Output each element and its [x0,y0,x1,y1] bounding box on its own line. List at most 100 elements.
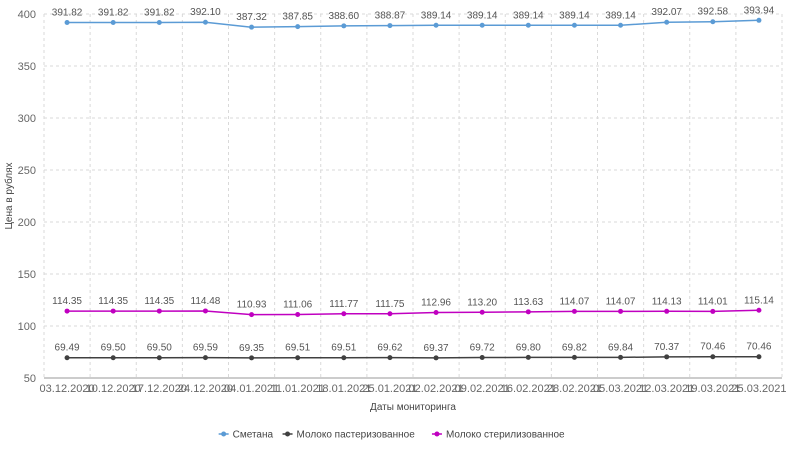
series-1-point[interactable] [525,22,531,28]
series-2-data-label: 69.84 [608,342,633,353]
series-1-data-label: 392.07 [651,7,682,18]
series-1-data-label: 391.82 [144,8,175,19]
legend-swatch-marker [221,431,227,437]
series-2-point[interactable] [249,355,255,361]
series-3-point[interactable] [110,308,116,314]
series-1-point[interactable] [110,20,116,26]
series-1-data-label: 387.85 [282,12,313,23]
series-3-point[interactable] [433,310,439,316]
series-3-point[interactable] [571,308,577,314]
legend-label: Молоко стерилизованное [446,430,565,441]
series-1-point[interactable] [202,19,208,25]
series-2-data-label: 69.37 [424,343,449,354]
series-1-data-label: 389.14 [513,10,544,21]
series-2-point[interactable] [295,355,301,361]
series-3-point[interactable] [756,307,762,313]
series-1-point[interactable] [618,22,624,28]
series-3-point[interactable] [479,309,485,315]
series-2-data-label: 69.51 [285,343,310,354]
x-axis: 03.12.202010.12.202017.12.202024.12.2020… [40,377,786,395]
legend-item-2[interactable]: Молоко пастеризованное [282,430,416,441]
y-tick-label: 100 [18,321,36,333]
series-1-data-label: 391.82 [52,8,83,19]
series-3-data-label: 113.63 [513,297,543,308]
series-2-point[interactable] [710,354,716,360]
x-tick-label: 12.03.2021 [639,383,694,395]
series-3-point[interactable] [618,308,624,314]
series-3-point[interactable] [710,308,716,314]
series-3-point[interactable] [341,311,347,317]
series-2-point[interactable] [479,354,485,360]
x-tick-label: 09.02.2021 [455,383,510,395]
series-1-point[interactable] [64,20,70,26]
series-3-point[interactable] [156,308,162,314]
series-3-point[interactable] [249,312,255,318]
series-3-data-label: 110.93 [237,300,267,311]
series-2-point[interactable] [525,354,531,360]
series-1-point[interactable] [387,23,393,29]
series-1-point[interactable] [710,19,716,25]
x-tick-label: 28.02.2021 [547,383,602,395]
series-1-point[interactable] [249,24,255,30]
series-2-point[interactable] [202,355,208,361]
y-axis-title: Цена в рублях [3,162,15,229]
series-2-point[interactable] [571,354,577,360]
series-3-point[interactable] [525,309,531,315]
series-2-point[interactable] [387,355,393,361]
legend-swatch-marker [285,431,291,437]
x-tick-label: 25.01.2021 [362,383,417,395]
series-2-point[interactable] [341,355,347,361]
series-1-data-label: 393.94 [744,5,775,16]
series-1-point[interactable] [156,20,162,26]
series-2-data-label: 69.35 [239,343,264,354]
series-1-point[interactable] [479,22,485,28]
series-3-point[interactable] [64,308,70,314]
series-2-point[interactable] [433,355,439,361]
series-2-point[interactable] [64,355,70,361]
series-1-point[interactable] [571,22,577,28]
legend[interactable]: Сметана Молоко пастеризованное Молоко стер… [218,430,565,441]
series-1-point[interactable] [756,17,762,23]
x-tick-label: 25.03.2021 [731,383,786,395]
x-tick-label: 11.01.2021 [271,383,325,395]
series-1-data-label: 392.58 [698,7,729,18]
series-3-data-label: 114.35 [144,296,174,307]
series-2-point[interactable] [618,354,624,360]
series-2-point[interactable] [756,354,762,360]
series-1-data-label: 389.14 [559,10,590,21]
series-3-point[interactable] [202,308,208,314]
legend-swatch-marker [434,431,440,437]
series-3-data-label: 114.35 [52,296,82,307]
series-3-point[interactable] [295,311,301,317]
x-tick-label: 05.03.2021 [593,383,648,395]
series-2-point[interactable] [664,354,670,360]
x-tick-label: 02.02.2021 [409,383,464,395]
legend-label: Молоко пастеризованное [297,430,416,441]
series-2-data-label: 70.46 [700,342,725,353]
legend-item-1[interactable]: Сметана [218,430,274,441]
series-1-point[interactable] [295,24,301,30]
series-1-point[interactable] [341,23,347,29]
series-3-point[interactable] [387,311,393,317]
series-3-data-label: 111.06 [283,299,313,310]
series-3-data-label: 111.75 [375,299,405,310]
series-2-point[interactable] [110,355,116,361]
legend-item-3[interactable]: Молоко стерилизованное [431,430,565,441]
series-1-data-label: 389.14 [421,10,452,21]
x-tick-label: 10.12.2020 [86,383,141,395]
y-axis: 50 100 150 200 250 300 350 400 [18,9,36,385]
x-tick-label: 03.12.2020 [40,383,95,395]
series-1-data-label: 388.87 [375,11,406,22]
grid [43,13,783,378]
legend-label: Сметана [233,430,274,441]
series-2-point[interactable] [156,355,162,361]
series-3-point[interactable] [664,308,670,314]
x-tick-label: 17.12.2020 [132,383,187,395]
y-tick-label: 150 [18,269,36,281]
series-2-data-label: 69.50 [147,343,172,354]
series-2-data-label: 69.72 [470,342,495,353]
series-1-data-label: 392.10 [190,7,221,18]
series-1-point[interactable] [664,19,670,25]
series-1-point[interactable] [433,22,439,28]
